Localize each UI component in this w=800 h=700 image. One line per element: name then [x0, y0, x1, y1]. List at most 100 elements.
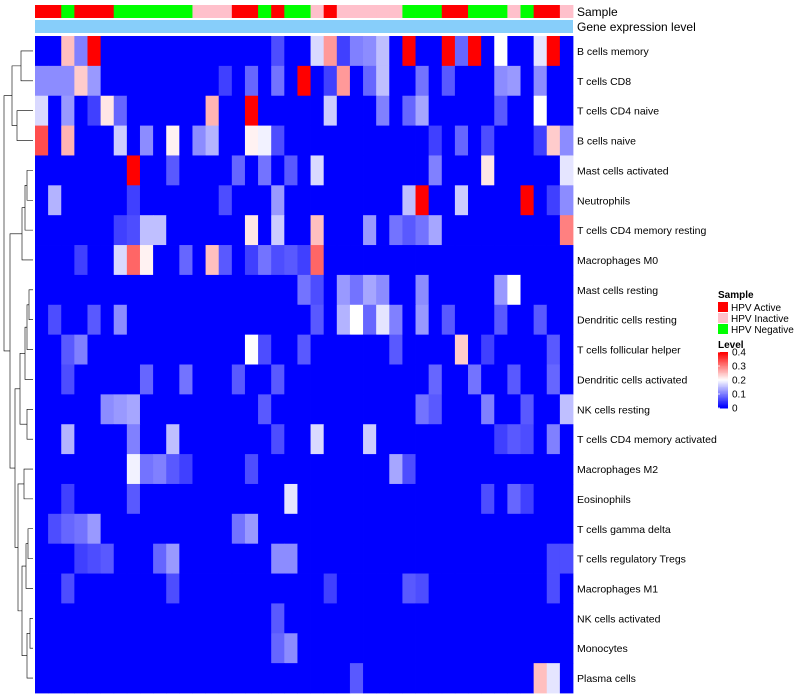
heatmap-cell — [35, 424, 49, 455]
heatmap-cell — [349, 125, 364, 156]
heatmap-cell — [166, 424, 180, 455]
heatmap-cell — [258, 543, 272, 574]
heatmap-cell — [284, 424, 298, 455]
heatmap-cell — [139, 633, 154, 664]
heatmap-cell — [87, 513, 102, 545]
heatmap-cell — [389, 65, 403, 97]
dendrogram-branch — [24, 326, 33, 380]
heatmap-cell — [494, 603, 508, 634]
heatmap-cell — [481, 125, 495, 156]
heatmap-cell — [244, 543, 259, 574]
heatmap-cell — [284, 633, 298, 664]
heatmap-cell — [231, 185, 246, 216]
heatmap-cell — [376, 543, 390, 574]
legend-level-tick-label: 0 — [732, 404, 738, 415]
heatmap-cell — [126, 603, 141, 634]
heatmap-cell — [100, 454, 115, 485]
heatmap-cell — [139, 483, 154, 515]
heatmap-cell — [507, 274, 521, 306]
heatmap-cell — [520, 364, 535, 395]
heatmap-cell — [139, 304, 154, 336]
heatmap-cell — [415, 334, 430, 365]
heatmap-cell — [310, 483, 325, 515]
heatmap-cell — [297, 155, 311, 186]
heatmap-cell — [258, 513, 272, 545]
heatmap-cell — [533, 424, 548, 455]
heatmap-cell — [376, 155, 390, 186]
row-label: Macrophages M2 — [577, 464, 658, 476]
heatmap-cell — [402, 424, 416, 455]
heatmap-cell — [87, 483, 102, 515]
heatmap-cell — [179, 454, 193, 485]
sample-annotation-cell — [35, 5, 49, 18]
heatmap-cell — [481, 633, 495, 664]
heatmap-cell — [376, 334, 390, 365]
heatmap-cell — [415, 95, 430, 126]
sample-annotation-cell — [284, 5, 298, 18]
heatmap-cell — [35, 543, 49, 574]
heatmap-cell — [363, 603, 377, 634]
heatmap-cell — [559, 513, 574, 545]
heatmap-cell — [139, 185, 154, 216]
heatmap-cell — [297, 334, 311, 365]
heatmap-cell — [284, 394, 298, 425]
heatmap-cell — [284, 364, 298, 395]
heatmap-cell — [441, 573, 456, 604]
legend-level-gradient-step — [718, 361, 728, 364]
legend-level-gradient-step — [718, 387, 728, 389]
heatmap-cell — [271, 65, 285, 97]
heatmap-cell — [310, 36, 325, 67]
heatmap-cell — [441, 603, 456, 634]
heatmap-cell — [218, 394, 233, 425]
row-label: B cells naive — [577, 136, 636, 148]
heatmap-cell — [310, 95, 325, 126]
heatmap-cell — [415, 125, 430, 156]
heatmap-cell — [441, 513, 456, 545]
heatmap-cell — [205, 185, 220, 216]
heatmap-cell — [376, 633, 390, 664]
heatmap-cell — [100, 185, 115, 216]
heatmap-cell — [376, 36, 390, 67]
heatmap-cell — [323, 215, 338, 246]
heatmap-cell — [363, 95, 377, 126]
heatmap-cell — [271, 304, 285, 336]
heatmap-cell — [481, 543, 495, 574]
heatmap-cell — [546, 663, 561, 694]
heatmap-cell — [139, 215, 154, 246]
heatmap-cell — [349, 185, 364, 216]
heatmap-cell — [507, 36, 521, 67]
heatmap-cell — [284, 304, 298, 336]
heatmap-cell — [454, 394, 469, 425]
heatmap-cell — [481, 454, 495, 485]
heatmap-cell — [166, 245, 180, 276]
heatmap-cell — [61, 633, 75, 664]
heatmap-cell — [87, 185, 102, 216]
heatmap-cell — [35, 36, 49, 67]
heatmap-cell — [205, 215, 220, 246]
heatmap-cell — [310, 245, 325, 276]
heatmap-cell — [74, 274, 88, 306]
sample-annotation-cell — [376, 5, 390, 18]
heatmap-cell — [454, 454, 469, 485]
heatmap-cell — [205, 304, 220, 336]
heatmap-cell — [323, 95, 338, 126]
heatmap-cell — [271, 513, 285, 545]
heatmap-cell — [363, 245, 377, 276]
heatmap-cell — [533, 334, 548, 365]
heatmap-cell — [48, 663, 62, 694]
heatmap-cell — [402, 334, 416, 365]
sample-annotation-cell — [179, 5, 193, 18]
heatmap-cell — [559, 364, 574, 395]
heatmap-cell — [271, 36, 285, 67]
heatmap-cell — [520, 274, 535, 306]
heatmap-cell — [100, 36, 115, 67]
legend-level-gradient-step — [718, 406, 728, 409]
heatmap-cell — [336, 394, 351, 425]
legend-sample-label: HPV Inactive — [731, 314, 789, 325]
heatmap-cell — [454, 663, 469, 694]
heatmap-cell — [271, 483, 285, 515]
heatmap-cell — [258, 573, 272, 604]
heatmap-cell — [113, 65, 128, 97]
heatmap-cell — [258, 394, 272, 425]
